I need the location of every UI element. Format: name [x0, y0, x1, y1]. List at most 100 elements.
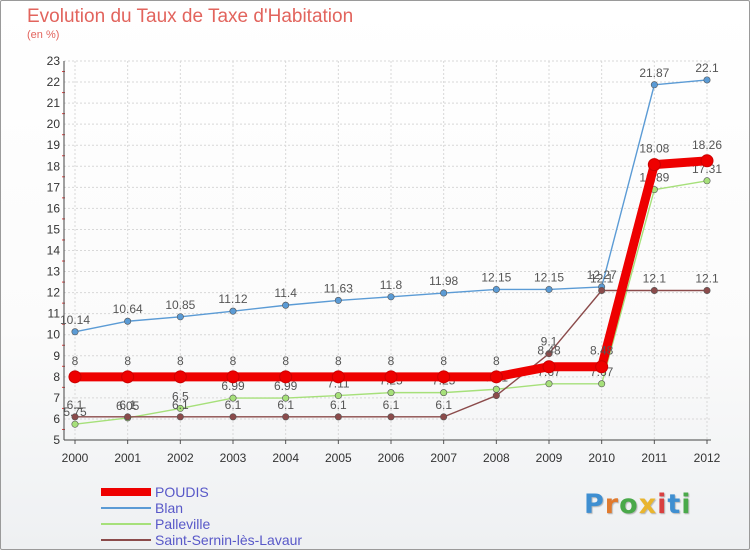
data-point-palleville [492, 385, 500, 393]
y-tick-label: 7 [53, 391, 60, 405]
y-tick-label: 11 [48, 307, 61, 321]
data-point-palleville [71, 420, 79, 428]
data-label-poudis: 18.08 [639, 142, 669, 156]
legend-swatch [101, 523, 151, 525]
proxiti-logo: Proxiti [584, 489, 692, 520]
data-label-saint-sernin-les-lavaur: 6.1 [67, 398, 84, 412]
data-label-blan: 11.12 [218, 292, 247, 306]
data-label-palleville: 6.05 [116, 399, 140, 413]
legend-swatch [101, 507, 151, 509]
x-tick-label: 2012 [694, 451, 721, 465]
data-point-palleville [703, 177, 711, 185]
data-label-saint-sernin-les-lavaur: 12.1 [643, 272, 667, 286]
data-point-saint-sernin-les-lavaur [282, 413, 290, 421]
data-point-poudis [68, 370, 82, 384]
data-label-saint-sernin-les-lavaur: 12.1 [695, 272, 719, 286]
data-point-poudis [331, 370, 345, 384]
x-tick-label: 2010 [588, 451, 615, 465]
data-point-blan [124, 317, 132, 325]
data-label-saint-sernin-les-lavaur: 6.1 [435, 398, 452, 412]
x-tick-label: 2009 [536, 451, 563, 465]
chart-unit-label: (en %) [27, 29, 60, 41]
data-label-blan: 10.14 [60, 313, 90, 327]
data-point-blan [492, 285, 500, 293]
data-point-palleville [282, 394, 290, 402]
data-point-palleville [598, 380, 606, 388]
y-tick-label: 14 [47, 244, 61, 258]
x-tick-label: 2003 [220, 451, 247, 465]
data-point-palleville [176, 404, 184, 412]
y-tick-label: 8 [53, 370, 60, 384]
data-label-palleville: 6.99 [274, 379, 298, 393]
data-label-saint-sernin-les-lavaur: 6.1 [383, 398, 400, 412]
data-point-saint-sernin-les-lavaur [176, 413, 184, 421]
y-tick-label: 18 [47, 159, 61, 173]
data-point-blan [545, 285, 553, 293]
data-point-blan [440, 289, 448, 297]
y-tick-label: 15 [47, 222, 61, 236]
data-label-poudis: 8.48 [590, 344, 614, 358]
y-tick-label: 17 [47, 180, 61, 194]
data-label-saint-sernin-les-lavaur: 6.1 [172, 398, 189, 412]
data-label-blan: 12.15 [534, 270, 564, 284]
data-point-saint-sernin-les-lavaur [124, 413, 132, 421]
data-label-poudis: 8 [335, 354, 342, 368]
x-tick-label: 2002 [167, 451, 194, 465]
data-label-blan: 10.64 [113, 302, 143, 316]
data-point-saint-sernin-les-lavaur [440, 413, 448, 421]
y-tick-label: 22 [47, 75, 61, 89]
data-point-blan [176, 313, 184, 321]
data-point-blan [650, 81, 658, 89]
data-point-palleville [387, 389, 395, 397]
data-label-blan: 11.4 [274, 286, 297, 300]
y-tick-label: 21 [47, 96, 61, 110]
data-label-palleville: 6.99 [221, 379, 245, 393]
data-point-poudis [384, 370, 398, 384]
data-point-palleville [334, 392, 342, 400]
data-label-poudis: 8 [388, 354, 395, 368]
x-tick-label: 2004 [272, 451, 299, 465]
legend-swatch [101, 488, 151, 496]
x-tick-label: 2001 [114, 451, 141, 465]
legend-label: Blan [155, 500, 184, 516]
data-point-poudis [542, 360, 556, 374]
chart-title: Evolution du Taux de Taxe d'Habitation [27, 6, 354, 27]
data-point-saint-sernin-les-lavaur [492, 392, 500, 400]
data-label-blan: 11.63 [324, 281, 353, 295]
data-label-blan: 11.8 [380, 278, 403, 292]
data-label-blan: 12.27 [587, 268, 617, 282]
data-point-blan [282, 301, 290, 309]
data-label-poudis: 8 [177, 354, 184, 368]
y-tick-label: 9 [53, 349, 60, 363]
data-point-poudis [700, 154, 714, 168]
data-point-saint-sernin-les-lavaur [334, 413, 342, 421]
data-label-saint-sernin-les-lavaur: 6.1 [330, 398, 347, 412]
data-point-saint-sernin-les-lavaur [545, 350, 553, 358]
data-point-blan [703, 76, 711, 84]
y-tick-label: 12 [47, 286, 61, 300]
data-point-poudis [647, 158, 661, 172]
data-point-poudis [226, 370, 240, 384]
y-tick-label: 20 [47, 117, 61, 131]
x-tick-label: 2008 [483, 451, 510, 465]
data-point-blan [387, 293, 395, 301]
data-point-saint-sernin-les-lavaur [703, 287, 711, 295]
data-point-poudis [595, 360, 609, 374]
data-label-poudis: 8.48 [537, 344, 561, 358]
x-tick-label: 2000 [62, 451, 89, 465]
data-point-saint-sernin-les-lavaur [650, 287, 658, 295]
data-point-palleville [229, 394, 237, 402]
data-label-saint-sernin-les-lavaur: 6.1 [277, 398, 294, 412]
data-point-saint-sernin-les-lavaur [71, 413, 79, 421]
data-label-poudis: 8 [493, 354, 500, 368]
data-point-blan [334, 296, 342, 304]
y-tick-label: 16 [47, 201, 61, 215]
x-tick-label: 2011 [641, 451, 667, 465]
data-label-saint-sernin-les-lavaur: 12.1 [590, 272, 614, 286]
data-label-poudis: 18.26 [692, 138, 722, 152]
data-label-blan: 12.15 [481, 270, 511, 284]
data-point-palleville [440, 389, 448, 397]
y-tick-label: 23 [47, 54, 61, 68]
data-point-saint-sernin-les-lavaur [598, 287, 606, 295]
